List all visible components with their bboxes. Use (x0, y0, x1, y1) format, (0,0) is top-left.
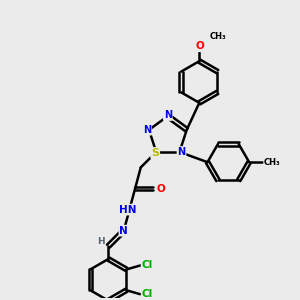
Text: HN: HN (119, 205, 136, 214)
Text: N: N (164, 110, 172, 120)
Text: CH₃: CH₃ (264, 158, 281, 167)
Text: CH₃: CH₃ (209, 32, 226, 41)
Text: N: N (119, 226, 128, 236)
Text: Cl: Cl (142, 289, 153, 299)
Text: O: O (157, 184, 165, 194)
Text: S: S (151, 148, 159, 158)
Text: N: N (177, 147, 186, 157)
Text: Cl: Cl (142, 260, 153, 271)
Text: N: N (143, 125, 151, 135)
Text: H: H (97, 237, 104, 246)
Text: O: O (196, 41, 205, 51)
